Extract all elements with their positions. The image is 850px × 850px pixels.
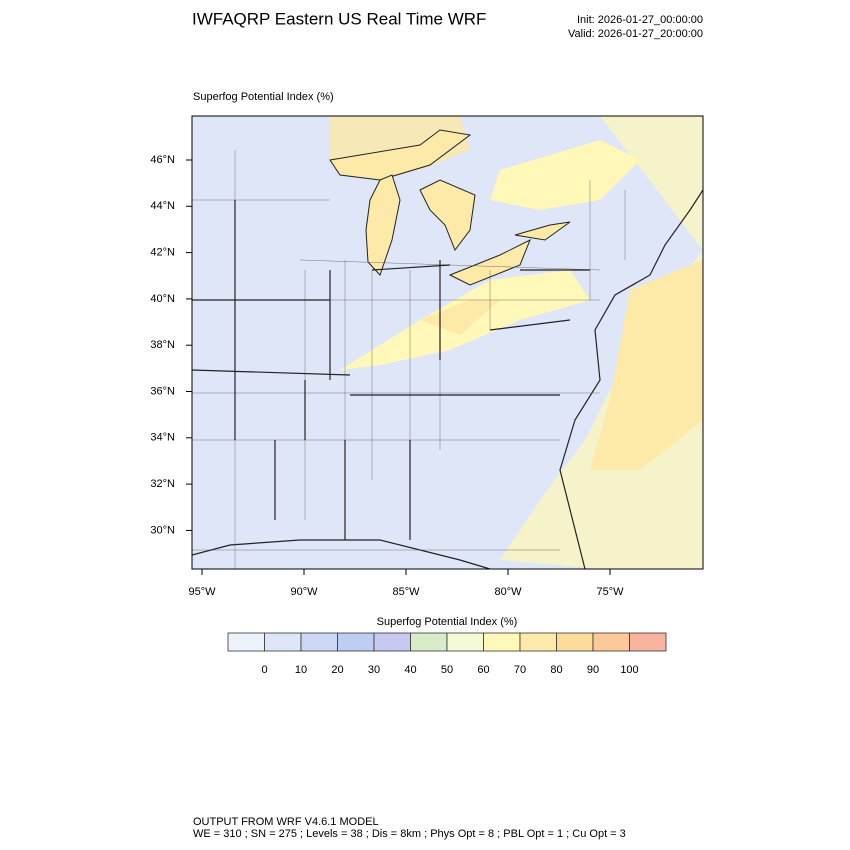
colorbar-box bbox=[337, 632, 375, 652]
lat-label: 34°N bbox=[150, 432, 175, 444]
colorbar-box bbox=[519, 632, 557, 652]
colorbar-box bbox=[483, 632, 521, 652]
colorbar-label: 100 bbox=[620, 664, 638, 676]
lat-label: 46°N bbox=[150, 154, 175, 166]
lon-label: 90°W bbox=[290, 586, 318, 598]
title: IWFAQRP Eastern US Real Time WRF bbox=[192, 9, 486, 28]
colorbar-label: 0 bbox=[261, 664, 267, 676]
lat-label: 36°N bbox=[150, 385, 175, 397]
colorbar-label: 40 bbox=[404, 664, 416, 676]
colorbar-label: 50 bbox=[441, 664, 453, 676]
field-label: Superfog Potential Index (%) bbox=[193, 91, 334, 103]
colorbar-label: 90 bbox=[587, 664, 599, 676]
colorbar-label: 20 bbox=[331, 664, 343, 676]
colorbar-box bbox=[373, 632, 411, 652]
colorbar-label: 10 bbox=[295, 664, 307, 676]
colorbar-box bbox=[410, 632, 448, 652]
colorbar-label: 80 bbox=[550, 664, 562, 676]
map-frame bbox=[191, 115, 704, 570]
colorbar-label: 60 bbox=[477, 664, 489, 676]
lat-label: 42°N bbox=[150, 247, 175, 259]
lat-label: 30°N bbox=[150, 524, 175, 536]
lon-label: 80°W bbox=[494, 586, 522, 598]
lon-label: 95°W bbox=[188, 586, 216, 598]
colorbar-label: 30 bbox=[368, 664, 380, 676]
footer-line: OUTPUT FROM WRF V4.6.1 MODEL bbox=[193, 816, 379, 828]
colorbar-label: 70 bbox=[514, 664, 526, 676]
colorbar-box bbox=[227, 632, 265, 652]
footer-line: WE = 310 ; SN = 275 ; Levels = 38 ; Dis … bbox=[193, 828, 626, 840]
colorbar-box bbox=[264, 632, 302, 652]
colorbar-title: Superfog Potential Index (%) bbox=[377, 616, 518, 628]
colorbar-box bbox=[300, 632, 338, 652]
map bbox=[192, 116, 703, 569]
lat-label: 32°N bbox=[150, 478, 175, 490]
lat-label: 38°N bbox=[150, 339, 175, 351]
colorbar-box bbox=[629, 632, 667, 652]
init-time: Init: 2026-01-27_00:00:00 bbox=[577, 14, 703, 26]
lon-label: 75°W bbox=[596, 586, 624, 598]
lat-label: 44°N bbox=[150, 200, 175, 212]
colorbar-box bbox=[592, 632, 630, 652]
lon-label: 85°W bbox=[392, 586, 420, 598]
valid-time: Valid: 2026-01-27_20:00:00 bbox=[568, 28, 703, 40]
colorbar-box bbox=[446, 632, 484, 652]
lat-label: 40°N bbox=[150, 293, 175, 305]
colorbar-box bbox=[556, 632, 594, 652]
